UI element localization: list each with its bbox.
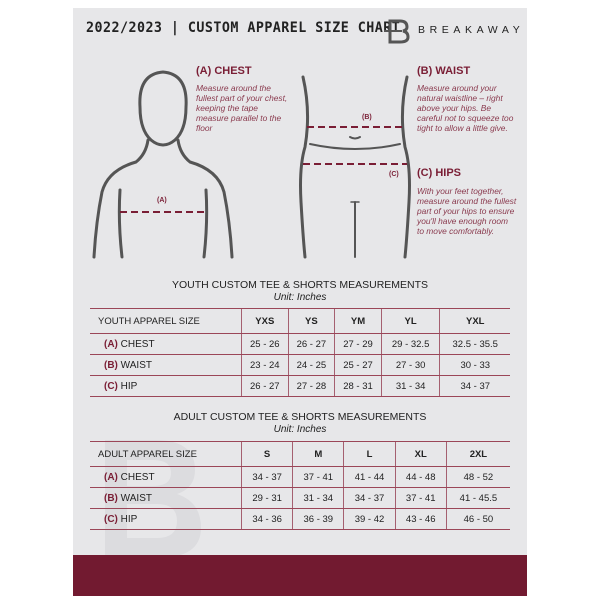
table-cell: 34 - 37 [240, 466, 293, 488]
brand-name: BREAKAWAY [418, 24, 525, 36]
table-cell: 34 - 37 [439, 375, 510, 397]
table-cell: 25 - 27 [334, 354, 382, 376]
table-cell: 25 - 26 [241, 333, 289, 355]
table-cell: 46 - 50 [445, 508, 510, 530]
hips-marker: (C) [389, 171, 399, 178]
table-cell: 44 - 48 [394, 466, 447, 488]
row-name: CHEST [120, 471, 155, 483]
chest-description: Measure around the fullest part of your … [196, 83, 288, 133]
youth-size-table: YOUTH APPAREL SIZE YXS YS YM YL YXL (A) … [90, 308, 510, 397]
table-cell: 29 - 32.5 [380, 333, 440, 355]
size-header: YXS [241, 308, 289, 334]
table-cell: 48 - 52 [445, 466, 510, 488]
row-label: (B) WAIST [90, 354, 242, 376]
adult-unit: Unit: Inches [273, 424, 327, 435]
table-cell: 31 - 34 [292, 487, 344, 509]
table-cell: 34 - 36 [240, 508, 293, 530]
hips-description: With your feet together, measure around … [417, 186, 517, 236]
row-label: (A) CHEST [90, 333, 242, 355]
breakaway-logo-icon [384, 19, 410, 44]
row-label: (C) HIP [90, 508, 242, 530]
size-header: M [292, 441, 344, 467]
table-cell: 28 - 31 [334, 375, 382, 397]
table-header-row: YOUTH APPAREL SIZE YXS YS YM YL YXL [90, 308, 510, 334]
table-cell: 30 - 33 [439, 354, 510, 376]
row-label: (C) HIP [90, 375, 242, 397]
row-code: (C) [104, 380, 118, 392]
table-cell: 24 - 25 [287, 354, 335, 376]
table-cell: 43 - 46 [394, 508, 447, 530]
upper-body-figure-icon [92, 70, 234, 259]
size-header: YXL [439, 308, 510, 334]
size-header: YS [287, 308, 335, 334]
table-row: (B) WAIST 29 - 31 31 - 34 34 - 37 37 - 4… [90, 487, 510, 509]
table-cell: 27 - 29 [334, 333, 382, 355]
table-row: (A) CHEST 25 - 26 26 - 27 27 - 29 29 - 3… [90, 333, 510, 355]
row-code: (B) [104, 492, 118, 504]
row-label: (A) CHEST [90, 466, 242, 488]
table-cell: 26 - 27 [287, 333, 335, 355]
table-cell: 31 - 34 [380, 375, 440, 397]
adult-size-table: ADULT APPAREL SIZE S M L XL 2XL (A) CHES… [90, 441, 510, 530]
youth-unit: Unit: Inches [273, 292, 327, 303]
header-label: YOUTH APPAREL SIZE [90, 308, 242, 334]
row-code: (A) [104, 471, 118, 483]
table-cell: 37 - 41 [394, 487, 447, 509]
table-header-row: ADULT APPAREL SIZE S M L XL 2XL [90, 441, 510, 467]
waist-marker: (B) [362, 114, 372, 121]
waist-description: Measure around your natural waistline – … [417, 83, 514, 133]
row-name: HIP [120, 513, 138, 525]
adult-section-title: ADULT CUSTOM TEE & SHORTS MEASUREMENTS [173, 411, 427, 423]
table-cell: 32.5 - 35.5 [439, 333, 510, 355]
table-row: (C) HIP 26 - 27 27 - 28 28 - 31 31 - 34 … [90, 375, 510, 397]
table-cell: 37 - 41 [292, 466, 344, 488]
table-cell: 34 - 37 [343, 487, 396, 509]
chest-heading: (A) CHEST [196, 65, 252, 77]
table-cell: 27 - 30 [380, 354, 440, 376]
waist-heading: (B) WAIST [417, 65, 471, 77]
row-name: CHEST [120, 338, 155, 350]
table-cell: 39 - 42 [343, 508, 396, 530]
lower-body-figure-icon [299, 75, 411, 259]
row-code: (C) [104, 513, 118, 525]
table-cell: 36 - 39 [292, 508, 344, 530]
hips-heading: (C) HIPS [417, 167, 461, 179]
row-code: (A) [104, 338, 118, 350]
table-cell: 29 - 31 [240, 487, 293, 509]
table-cell: 26 - 27 [241, 375, 289, 397]
page-title: 2022/2023 | CUSTOM APPAREL SIZE CHART [86, 20, 401, 36]
chest-marker: (A) [157, 197, 167, 204]
table-cell: 41 - 45.5 [445, 487, 510, 509]
row-name: WAIST [120, 359, 152, 371]
size-header: L [343, 441, 396, 467]
size-header: 2XL [445, 441, 510, 467]
table-cell: 23 - 24 [241, 354, 289, 376]
table-row: (C) HIP 34 - 36 36 - 39 39 - 42 43 - 46 … [90, 508, 510, 530]
youth-section-title: YOUTH CUSTOM TEE & SHORTS MEASUREMENTS [171, 279, 429, 291]
row-label: (B) WAIST [90, 487, 242, 509]
table-cell: 41 - 44 [343, 466, 396, 488]
row-name: WAIST [120, 492, 152, 504]
row-code: (B) [104, 359, 118, 371]
table-row: (B) WAIST 23 - 24 24 - 25 25 - 27 27 - 3… [90, 354, 510, 376]
size-header: YL [380, 308, 440, 334]
row-name: HIP [120, 380, 138, 392]
size-header: YM [334, 308, 382, 334]
header-label: ADULT APPAREL SIZE [90, 441, 242, 467]
size-header: S [240, 441, 293, 467]
table-cell: 27 - 28 [287, 375, 335, 397]
table-row: (A) CHEST 34 - 37 37 - 41 41 - 44 44 - 4… [90, 466, 510, 488]
size-header: XL [394, 441, 447, 467]
footer-bar [73, 555, 527, 596]
